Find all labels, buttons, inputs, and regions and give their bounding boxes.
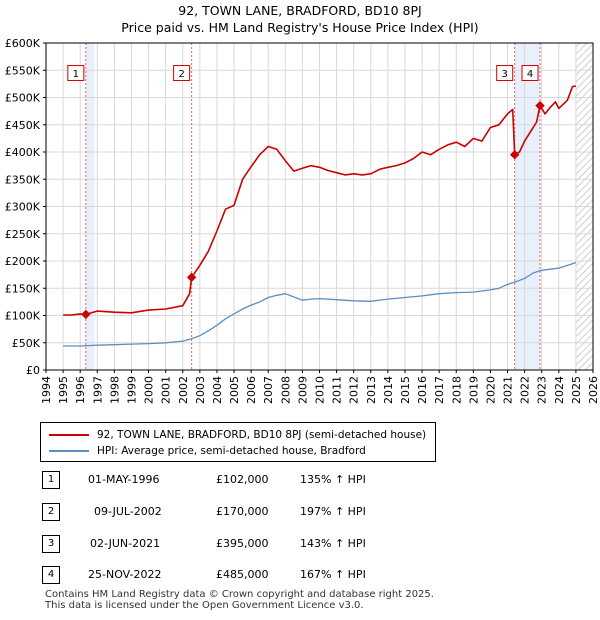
- x-tick-label: 2007: [262, 376, 275, 404]
- y-tick-label: £250K: [5, 228, 41, 241]
- chart-title-line1: 92, TOWN LANE, BRADFORD, BD10 8PJ: [178, 3, 422, 18]
- legend-label-property: 92, TOWN LANE, BRADFORD, BD10 8PJ (semi-…: [97, 429, 427, 441]
- x-tick-label: 2023: [536, 376, 549, 404]
- y-tick-label: £550K: [5, 64, 41, 77]
- sale-hpi-change: 197% ↑ HPI: [300, 505, 366, 518]
- sale-marker: [510, 150, 520, 160]
- sale-number: 2: [42, 503, 60, 521]
- x-tick-label: 2010: [314, 376, 327, 404]
- y-tick-label: £100K: [5, 310, 41, 323]
- x-tick-label: 1999: [125, 376, 138, 404]
- sale-hpi-change: 167% ↑ HPI: [300, 568, 366, 581]
- footer-line1: Contains HM Land Registry data © Crown c…: [45, 589, 434, 600]
- x-tick-label: 2025: [570, 376, 583, 404]
- sale-label-box: [67, 64, 85, 81]
- x-tick-label: 2026: [587, 376, 600, 404]
- y-tick-label: £0: [26, 364, 40, 377]
- x-tick-label: 2018: [450, 376, 463, 404]
- sale-label-box: [496, 64, 514, 81]
- chart-title: 92, TOWN LANE, BRADFORD, BD10 8PJ Price …: [0, 2, 600, 36]
- x-tick-label: 2004: [211, 376, 224, 404]
- x-tick-label: 1998: [108, 376, 121, 404]
- legend-label-hpi: HPI: Average price, semi-detached house,…: [97, 445, 366, 457]
- sale-number: 3: [42, 535, 60, 553]
- sale-price: £102,000: [216, 473, 269, 486]
- x-tick-label: 2011: [331, 376, 344, 404]
- sale-hpi-change: 143% ↑ HPI: [300, 537, 366, 550]
- x-tick-label: 1997: [91, 376, 104, 404]
- sale-hpi-change: 135% ↑ HPI: [300, 473, 366, 486]
- sale-label-text: 4: [527, 69, 533, 80]
- x-tick-label: 2008: [279, 376, 292, 404]
- sale-price: £485,000: [216, 568, 269, 581]
- x-tick-label: 2012: [348, 376, 361, 404]
- chart-legend: 92, TOWN LANE, BRADFORD, BD10 8PJ (semi-…: [40, 422, 436, 462]
- sale-label-text: 3: [502, 69, 508, 80]
- y-tick-label: £200K: [5, 255, 41, 268]
- footer-attribution: Contains HM Land Registry data © Crown c…: [45, 589, 434, 611]
- hpi-line: [63, 261, 577, 347]
- sale-date: 25-NOV-2022: [88, 568, 162, 581]
- x-tick-label: 2006: [245, 376, 258, 404]
- y-tick-label: £150K: [5, 282, 41, 295]
- sale-label-box: [173, 64, 191, 81]
- y-tick-label: £400K: [5, 146, 41, 159]
- sale-price: £170,000: [216, 505, 269, 518]
- x-tick-label: 2024: [553, 376, 566, 404]
- price-chart: 1 2 3 4 £0 £50K £100K £150K £200K £250K £300K £350…: [5, 37, 600, 404]
- y-tick-label: £450K: [5, 119, 41, 132]
- x-tick-label: 2005: [228, 376, 241, 404]
- x-tick-label: 1996: [74, 376, 87, 404]
- sale-marker: [81, 309, 91, 320]
- x-tick-label: 2009: [296, 376, 309, 404]
- sale-label-box: [521, 64, 539, 81]
- sale-date: 09-JUL-2002: [94, 505, 162, 518]
- x-tick-label: 2020: [484, 376, 497, 404]
- x-tick-label: 1995: [57, 376, 70, 404]
- sale-marker: [186, 272, 197, 283]
- x-tick-label: 2002: [177, 376, 190, 404]
- sale-date: 01-MAY-1996: [88, 473, 160, 486]
- x-tick-label: 2021: [502, 376, 515, 404]
- x-tick-label: 2016: [416, 376, 429, 404]
- sale-date: 02-JUN-2021: [90, 537, 161, 550]
- x-tick-label: 2015: [399, 376, 412, 404]
- legend-swatch-hpi: [49, 450, 89, 452]
- sale-marker: [535, 100, 545, 111]
- x-tick-label: 2022: [519, 376, 532, 404]
- sale-label-text: 2: [178, 69, 184, 80]
- x-tick-label: 2001: [160, 376, 173, 404]
- y-tick-label: £300K: [5, 201, 41, 214]
- x-tick-label: 2014: [382, 376, 395, 404]
- y-tick-label: £350K: [5, 173, 41, 186]
- y-tick-label: £500K: [5, 92, 41, 105]
- sale-price: £395,000: [216, 537, 269, 550]
- y-tick-label: £600K: [5, 37, 41, 50]
- x-tick-label: 2013: [365, 376, 378, 404]
- x-tick-label: 2000: [143, 376, 156, 404]
- property-price-line: [63, 85, 577, 316]
- sale-label-text: 1: [73, 69, 79, 80]
- x-tick-label: 2003: [194, 376, 207, 404]
- sale-number: 1: [42, 471, 60, 489]
- x-tick-label: 2019: [467, 376, 480, 404]
- legend-swatch-property: [49, 434, 89, 436]
- x-tick-label: 2017: [433, 376, 446, 404]
- y-tick-label: £50K: [12, 337, 41, 350]
- chart-title-line2: Price paid vs. HM Land Registry's House …: [121, 20, 479, 35]
- footer-line2: This data is licensed under the Open Gov…: [45, 600, 364, 611]
- sale-number: 4: [42, 566, 60, 584]
- x-tick-label: 1994: [40, 376, 53, 404]
